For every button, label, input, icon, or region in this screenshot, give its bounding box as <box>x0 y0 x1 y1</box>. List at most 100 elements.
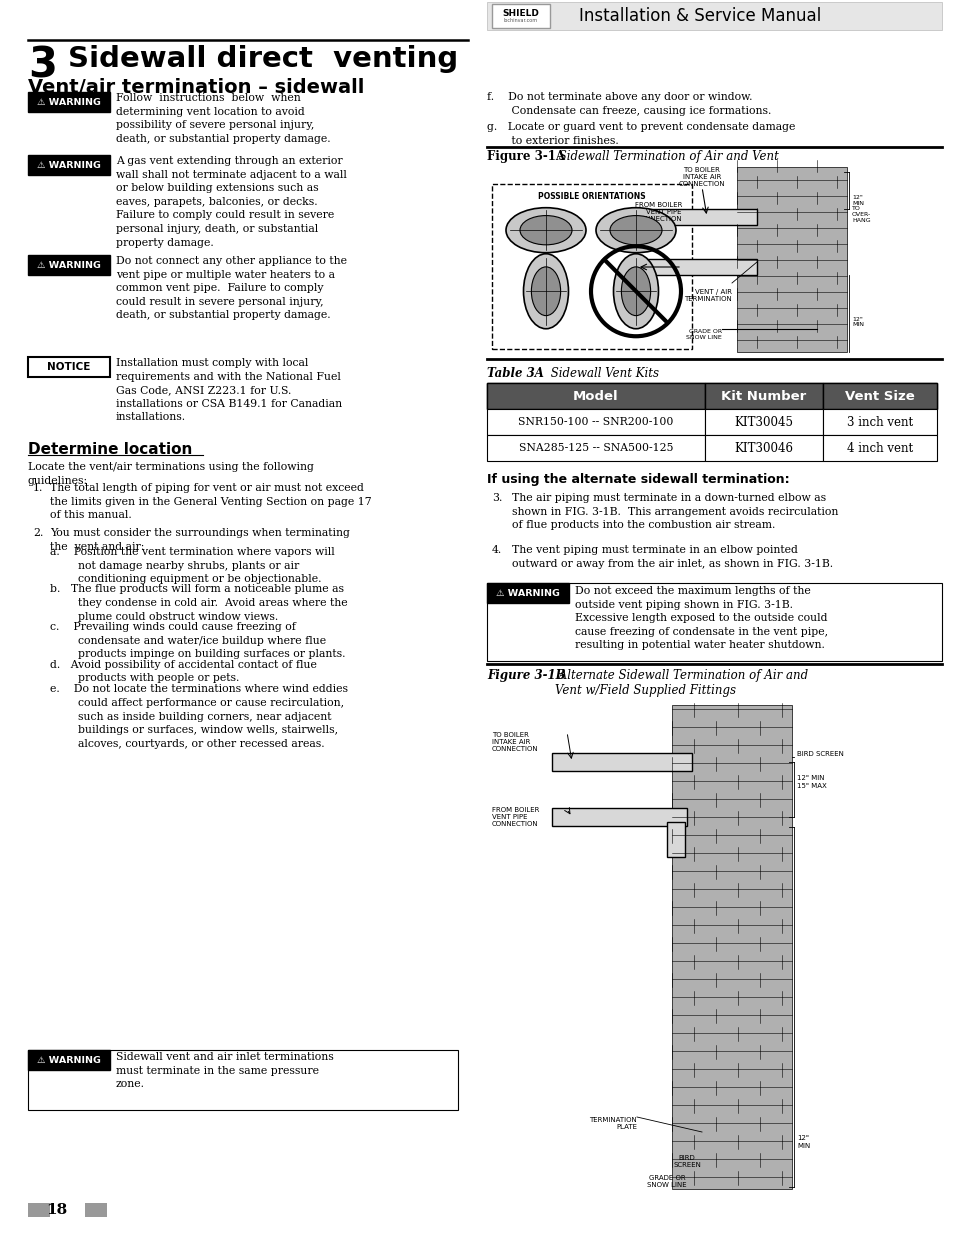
Bar <box>737 167 846 352</box>
Bar <box>28 254 110 275</box>
Text: 3.: 3. <box>492 493 502 503</box>
Bar <box>552 808 686 826</box>
Text: VENT / AIR
TERMINATION: VENT / AIR TERMINATION <box>683 289 731 303</box>
Bar <box>28 1203 50 1216</box>
Bar <box>492 4 550 28</box>
Ellipse shape <box>613 253 658 329</box>
Text: ⚠ WARNING: ⚠ WARNING <box>37 98 101 106</box>
Text: Sidewall direct  venting: Sidewall direct venting <box>68 44 457 73</box>
Text: 1.: 1. <box>33 483 43 493</box>
Text: FROM BOILER
VENT PIPE
CONNECTION: FROM BOILER VENT PIPE CONNECTION <box>492 806 538 827</box>
Text: KIT30046: KIT30046 <box>734 441 793 454</box>
Text: ⚠ WARNING: ⚠ WARNING <box>37 261 101 269</box>
Bar <box>28 1050 457 1110</box>
Text: ⚠ WARNING: ⚠ WARNING <box>496 589 559 598</box>
Bar <box>704 383 822 409</box>
Text: Vent/air termination – sidewall: Vent/air termination – sidewall <box>28 78 364 98</box>
Text: Vent Size: Vent Size <box>844 389 914 403</box>
Bar <box>28 91 110 112</box>
Text: FROM BOILER
VENT PIPE
CONNECTION: FROM BOILER VENT PIPE CONNECTION <box>634 203 681 222</box>
Text: If using the alternate sidewall termination:: If using the alternate sidewall terminat… <box>486 473 789 487</box>
Ellipse shape <box>596 207 676 253</box>
Text: 3 inch vent: 3 inch vent <box>846 415 912 429</box>
Text: POSSIBLE ORIENTATIONS: POSSIBLE ORIENTATIONS <box>537 191 645 201</box>
Text: TO BOILER
INTAKE AIR
CONNECTION: TO BOILER INTAKE AIR CONNECTION <box>678 167 724 186</box>
Bar <box>28 156 110 175</box>
Text: 4.: 4. <box>492 545 501 555</box>
Text: 18: 18 <box>47 1203 68 1216</box>
Text: 4 inch vent: 4 inch vent <box>846 441 912 454</box>
Text: TO BOILER
INTAKE AIR
CONNECTION: TO BOILER INTAKE AIR CONNECTION <box>492 732 538 752</box>
Text: Sidewall vent and air inlet terminations
must terminate in the same pressure
zon: Sidewall vent and air inlet terminations… <box>116 1052 334 1089</box>
Text: e.    Do not locate the terminations where wind eddies
        could affect perf: e. Do not locate the terminations where … <box>50 684 348 748</box>
Text: GRADE OR
SNOW LINE: GRADE OR SNOW LINE <box>685 329 721 340</box>
Text: 3: 3 <box>28 44 57 86</box>
Text: The vent piping must terminate in an elbow pointed
outward or away from the air : The vent piping must terminate in an elb… <box>512 545 832 568</box>
Text: Sidewall Termination of Air and Vent: Sidewall Termination of Air and Vent <box>555 149 778 163</box>
Ellipse shape <box>531 267 560 316</box>
Bar <box>486 697 941 1197</box>
Text: Locate the vent/air terminations using the following
guidelines:: Locate the vent/air terminations using t… <box>28 462 314 485</box>
Text: The air piping must terminate in a down-turned elbow as
shown in FIG. 3-1B.  Thi: The air piping must terminate in a down-… <box>512 493 838 530</box>
Bar <box>552 753 691 771</box>
Text: SNA285-125 -- SNA500-125: SNA285-125 -- SNA500-125 <box>518 443 673 453</box>
Bar <box>822 435 936 461</box>
Text: a.    Position the vent termination where vapors will
        not damage nearby : a. Position the vent termination where v… <box>50 547 335 584</box>
Bar <box>28 357 110 377</box>
Text: Table 3A: Table 3A <box>486 367 543 380</box>
Text: ⚠ WARNING: ⚠ WARNING <box>37 161 101 169</box>
Text: Follow  instructions  below  when
determining vent location to avoid
possibility: Follow instructions below when determini… <box>116 93 331 143</box>
Text: Figure 3-1B: Figure 3-1B <box>486 669 565 682</box>
Ellipse shape <box>519 216 572 245</box>
Text: SHIELD: SHIELD <box>502 9 538 17</box>
Text: Model: Model <box>573 389 618 403</box>
Bar <box>486 435 704 461</box>
Bar <box>626 259 757 275</box>
Text: Figure 3-1A: Figure 3-1A <box>486 149 564 163</box>
Text: Do not exceed the maximum lengths of the
outside vent piping shown in FIG. 3-1B.: Do not exceed the maximum lengths of the… <box>575 585 827 651</box>
Bar <box>85 1203 107 1216</box>
Text: 12" MIN
15" MAX: 12" MIN 15" MAX <box>796 776 826 788</box>
Ellipse shape <box>609 216 661 245</box>
Bar <box>704 435 822 461</box>
Text: c.    Prevailing winds could cause freezing of
        condensate and water/ice : c. Prevailing winds could cause freezing… <box>50 622 345 659</box>
Text: Do not connect any other appliance to the
vent pipe or multiple water heaters to: Do not connect any other appliance to th… <box>116 256 347 320</box>
Text: KIT30045: KIT30045 <box>734 415 793 429</box>
Text: Installation & Service Manual: Installation & Service Manual <box>578 7 821 25</box>
Ellipse shape <box>505 207 585 253</box>
Text: lochinvar.com: lochinvar.com <box>503 19 537 23</box>
Text: f.    Do not terminate above any door or window.
       Condensate can freeze, c: f. Do not terminate above any door or wi… <box>486 91 771 116</box>
Text: ⚠ WARNING: ⚠ WARNING <box>37 1056 101 1065</box>
Text: b.   The flue products will form a noticeable plume as
        they condense in : b. The flue products will form a noticea… <box>50 584 347 621</box>
Bar <box>486 162 941 357</box>
Bar <box>486 2 941 30</box>
Bar <box>28 1050 110 1070</box>
Bar <box>486 409 704 435</box>
Text: GRADE OR
SNOW LINE: GRADE OR SNOW LINE <box>646 1174 686 1188</box>
Text: 12"
MIN: 12" MIN <box>851 316 863 327</box>
Bar <box>486 583 568 603</box>
Bar <box>486 383 936 409</box>
Bar <box>486 583 941 661</box>
Text: A gas vent extending through an exterior
wall shall not terminate adjacent to a : A gas vent extending through an exterior… <box>116 156 347 247</box>
Text: Kit Number: Kit Number <box>720 389 806 403</box>
Bar <box>704 409 822 435</box>
Text: g.   Locate or guard vent to prevent condensate damage
       to exterior finish: g. Locate or guard vent to prevent conde… <box>486 122 795 146</box>
Text: Determine location: Determine location <box>28 442 193 457</box>
Text: BIRD SCREEN: BIRD SCREEN <box>796 751 843 757</box>
Bar <box>671 705 791 1189</box>
Text: You must consider the surroundings when terminating
the  vent and air:: You must consider the surroundings when … <box>50 529 350 552</box>
Bar <box>822 383 936 409</box>
Text: 12"
MIN: 12" MIN <box>796 1135 809 1149</box>
Text: Sidewall Vent Kits: Sidewall Vent Kits <box>546 367 659 380</box>
Text: 12"
MIN
TO
OVER-
HANG: 12" MIN TO OVER- HANG <box>851 195 870 224</box>
Text: d.   Avoid possibility of accidental contact of flue
        products with peopl: d. Avoid possibility of accidental conta… <box>50 659 316 683</box>
Text: BIRD
SCREEN: BIRD SCREEN <box>673 1155 700 1168</box>
Ellipse shape <box>620 267 650 316</box>
Bar <box>626 209 757 225</box>
Text: 2.: 2. <box>33 529 43 538</box>
Bar <box>666 823 684 857</box>
Ellipse shape <box>523 253 568 329</box>
Bar <box>492 184 691 350</box>
Text: Installation must comply with local
requirements and with the National Fuel
Gas : Installation must comply with local requ… <box>116 358 342 422</box>
